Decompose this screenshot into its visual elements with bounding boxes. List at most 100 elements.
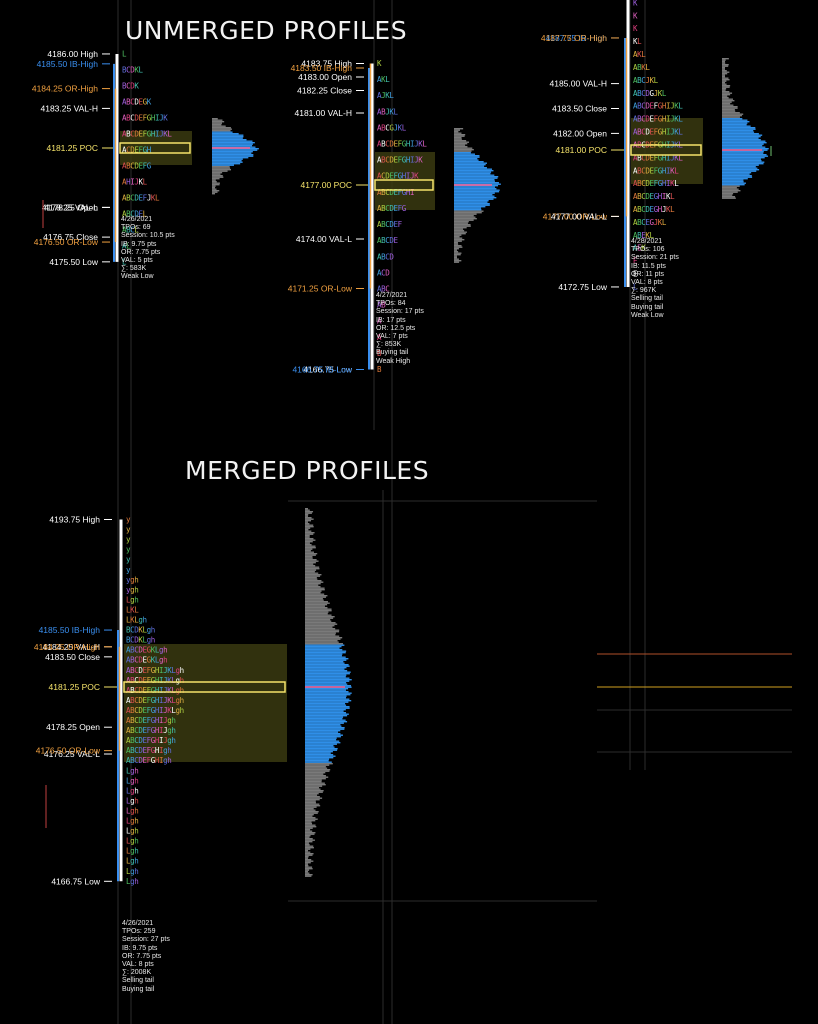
tpo-letter: L [674,179,679,188]
profile-bar [305,644,345,646]
profile-bar [454,195,495,197]
profile-bar [722,76,725,78]
profile-bar [305,551,315,553]
tpo-letter: A [122,225,127,234]
tpo-letter: B [126,161,131,170]
tpo-letter: I [666,115,670,124]
profile-bar [212,140,253,142]
profile-bar [305,587,325,589]
level-label: 4176.50 OR-Low [34,237,99,247]
profile-bar [305,869,310,871]
tpo-letter: G [151,706,156,715]
profile-bar [305,721,348,723]
profile-bar [305,736,341,738]
profile-bar [722,71,730,73]
tpo-letter: I [159,716,163,725]
profile-bar [305,713,349,715]
profile-bar [305,718,343,720]
tpo-letter: K [151,646,156,655]
profile-bar [722,79,730,81]
profile-bar [722,137,759,139]
tpo-letter: C [385,252,389,261]
profile-bar [454,177,498,179]
tpo-letter: B [637,179,642,188]
profile-bar [305,772,326,774]
profile-bar [722,142,767,144]
profile-bar [305,863,308,865]
profile-bar [305,524,314,526]
tpo-letter: B [122,65,127,74]
tpo-row: Lgh [126,766,138,775]
tpo-letter: K [645,231,650,240]
profile-bar [305,535,310,537]
profile-bar [305,710,344,712]
profile-bar [212,149,258,151]
tpo-row: ABCDEGHJKL [633,205,675,214]
profile-bar [212,170,228,172]
tpo-letter: A [126,666,131,675]
profile-bar [305,866,313,868]
tpo-letter: g [130,837,134,846]
tpo-letter: L [155,656,160,665]
tpo-letter: K [167,666,172,675]
tpo-letter: B [122,81,127,90]
stats-line: OR: 12.5 pts [376,324,416,332]
tpo-letter: J [159,129,163,138]
tpo-letter: C [385,220,389,229]
profile-bar [305,634,336,636]
tpo-letter: B [381,156,386,165]
tpo-row: AKL [377,75,390,84]
tpo-letter: A [377,156,382,165]
tpo-letter: L [126,877,131,886]
tpo-letter: h [167,746,171,755]
profile-bar [305,511,314,513]
tpo-letter: g [130,585,134,594]
tpo-letter: F [654,153,659,162]
profile-bar [212,184,220,186]
tpo-letter: I [666,153,670,162]
tpo-letter: C [641,115,645,124]
tpo-letter: K [163,113,168,122]
level-label: 4187.75 OR-High [541,33,607,43]
tpo-letter: h [134,817,138,826]
tpo-letter: F [654,166,659,175]
tpo-row: B [377,365,382,374]
tpo-letter: L [678,115,683,124]
profile-bar [454,141,470,143]
tpo-letter: H [662,128,667,137]
tpo-letter: h [163,646,167,655]
tpo-letter: G [658,166,663,175]
profile-bar [454,200,489,202]
stats-block-merged: 4/26/2021 TPOs: 259 Session: 27 pts IB: … [122,920,170,994]
tpo-letter: A [377,236,382,245]
tpo-letter: D [138,726,143,735]
tpo-letter: L [143,626,148,635]
profile-bar [722,194,733,196]
profile-bar [722,181,744,183]
profile-bar [305,730,341,732]
profile-bar [305,703,346,705]
tpo-letter: g [163,746,167,755]
profile-bar [722,91,730,93]
level-label: 4177.00 OR-Low [543,211,608,221]
tpo-letter: I [159,746,163,755]
tpo-letter: D [645,192,650,201]
profile-bar [305,712,347,714]
tpo-letter: D [389,140,394,149]
profile-bar [212,134,244,136]
profile-bar [722,74,725,76]
tpo-row: Lgh [126,877,138,886]
profile-bar [305,662,345,664]
tpo-letter: h [134,806,138,815]
tpo-letter: J [163,696,167,705]
tpo-letter: D [138,676,143,685]
stats-line: VAL: 8 pts [631,279,663,287]
tpo-letter: g [167,726,171,735]
tpo-row: K [377,59,382,68]
profile-bar [212,167,231,169]
profile-bar [305,566,320,568]
tpo-letter: g [130,796,134,805]
tpo-row: ABCDEFG [122,161,152,170]
tpo-letter: A [377,317,382,326]
profile-bar [454,164,486,166]
